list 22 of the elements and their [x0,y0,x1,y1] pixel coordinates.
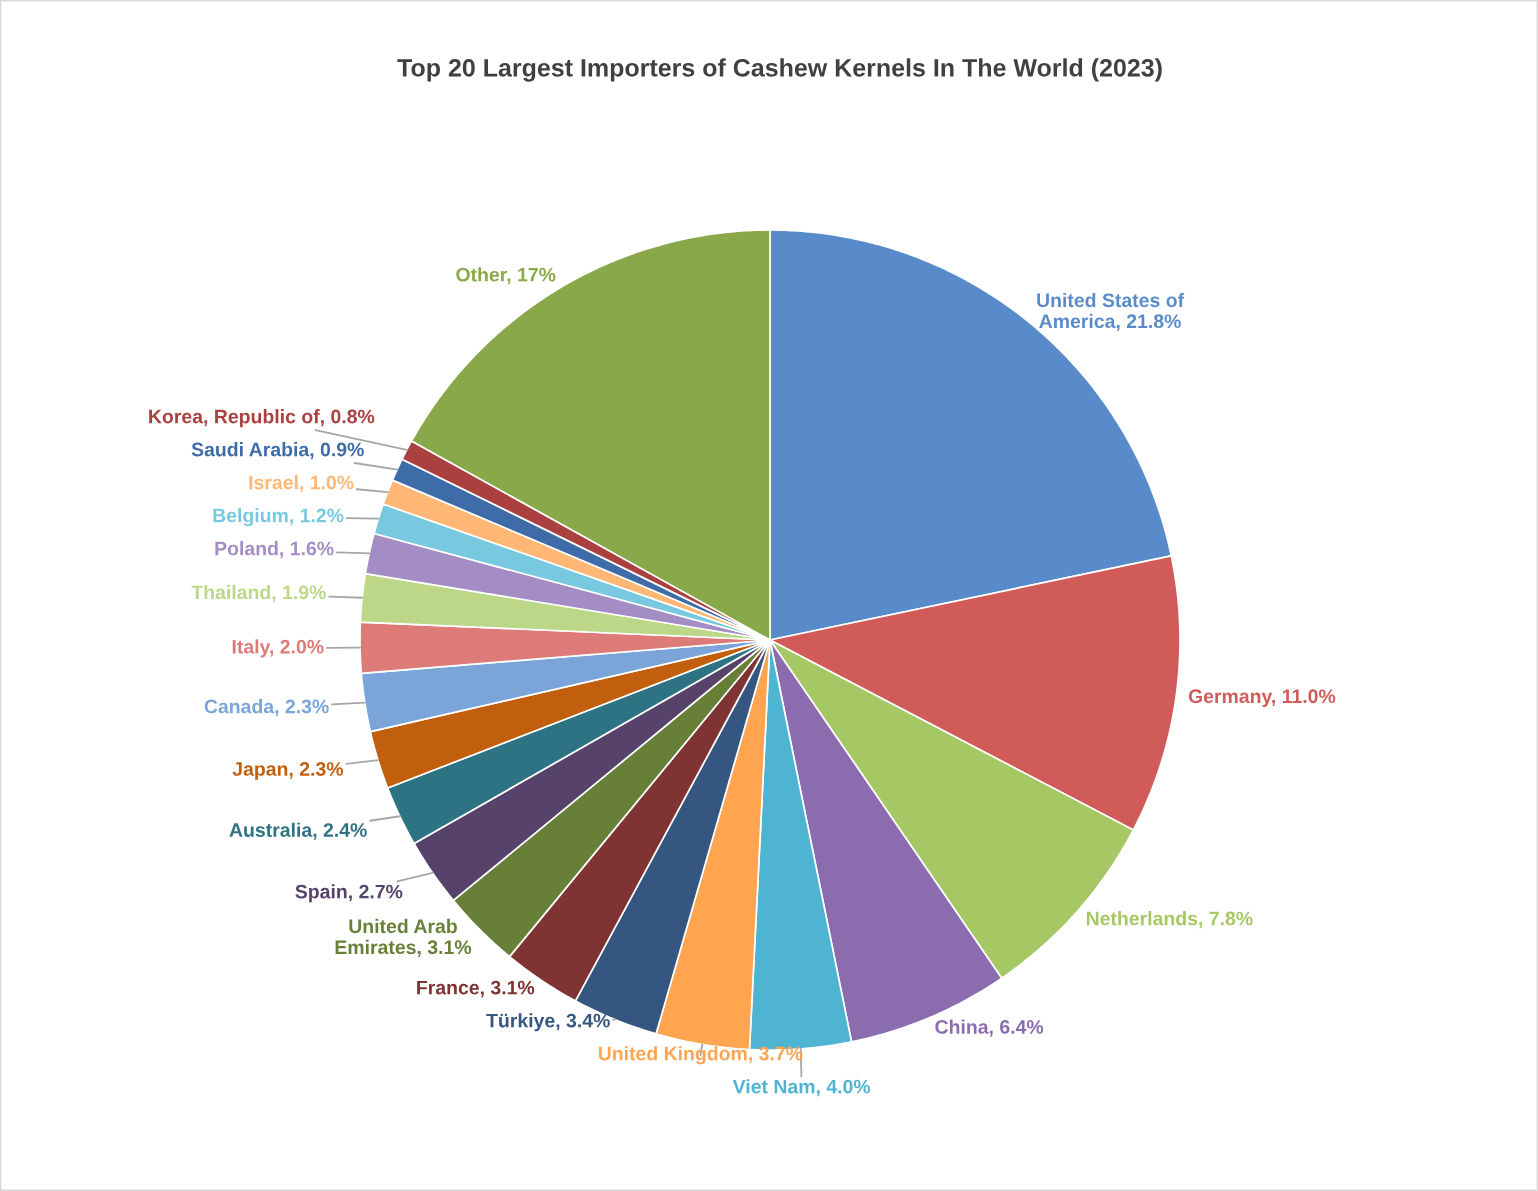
slice-label: Korea, Republic of, 0.8% [149,409,375,428]
slice-label: Belgium, 1.2% [213,508,344,527]
slice-label: United Kingdom, 3.7% [598,1046,803,1065]
slice-label: United Arab Emirates, 3.1% [335,918,472,957]
slice-label: Poland, 1.6% [215,541,334,559]
slice-label: Other, 17% [456,267,556,285]
slice-label: Australia, 2.4% [229,822,367,840]
slice-label: Italy, 2.0% [232,639,324,658]
slice-label: China, 6.4% [935,1019,1044,1037]
slice-label: Japan, 2.3% [232,762,344,780]
slice-label: Israel, 1.0% [249,475,354,493]
slice-label: Saudi Arabia, 0.9% [191,442,364,460]
slice-label: Spain, 2.7% [295,884,403,903]
slice-label: Viet Nam, 4.0% [732,1079,871,1097]
chart-title: Top 20 Largest Importers of Cashew Kernels In The World (2023) [397,58,1162,82]
slice-label: France, 3.1% [417,980,535,998]
slice-label: Germany, 11.0% [1188,689,1336,707]
slice-label: Netherlands, 7.8% [1086,911,1253,929]
slice-label: Thailand, 1.9% [191,584,326,603]
slice-label: United States of America, 21.8% [1037,292,1185,331]
slice-label: Türkiye, 3.4% [486,1013,610,1032]
slice-label: Canada, 2.3% [204,699,329,717]
